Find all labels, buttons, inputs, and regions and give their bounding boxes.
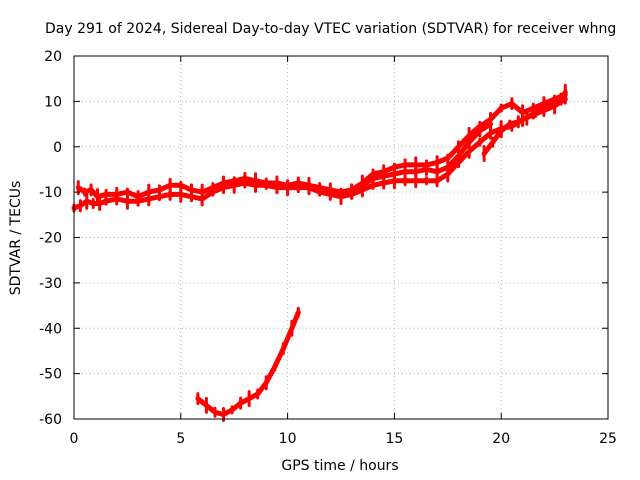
- y-tick-label: -50: [39, 367, 62, 383]
- series-layer: [71, 83, 568, 422]
- y-tick-label: -60: [39, 412, 62, 428]
- x-tick-label: 10: [279, 431, 297, 447]
- grid-layer: [74, 56, 608, 419]
- y-tick-label: -30: [39, 276, 62, 292]
- x-tick-label: 0: [70, 431, 79, 447]
- x-tick-label: 20: [492, 431, 510, 447]
- series-line-track-main-upper: [75, 92, 568, 200]
- x-axis-title: GPS time / hours: [281, 458, 398, 474]
- x-tick-label: 15: [385, 431, 403, 447]
- y-axis-title: SDTVAR / TECUs: [8, 181, 24, 296]
- y-tick-label: -10: [39, 185, 62, 201]
- chart-title: Day 291 of 2024, Sidereal Day-to-day VTE…: [45, 21, 616, 37]
- x-tick-label: 5: [176, 431, 185, 447]
- y-tick-label: 0: [53, 140, 62, 156]
- y-tick-label: 10: [44, 94, 62, 110]
- y-tick-label: 20: [44, 49, 62, 65]
- tick-layer: 0 5 10 15 20 25 -60 -50 -40 -30 -20 -10 0 10 20: [39, 49, 617, 447]
- y-tick-label: -20: [39, 231, 62, 247]
- y-tick-label: -40: [39, 321, 62, 337]
- x-tick-label: 25: [599, 431, 617, 447]
